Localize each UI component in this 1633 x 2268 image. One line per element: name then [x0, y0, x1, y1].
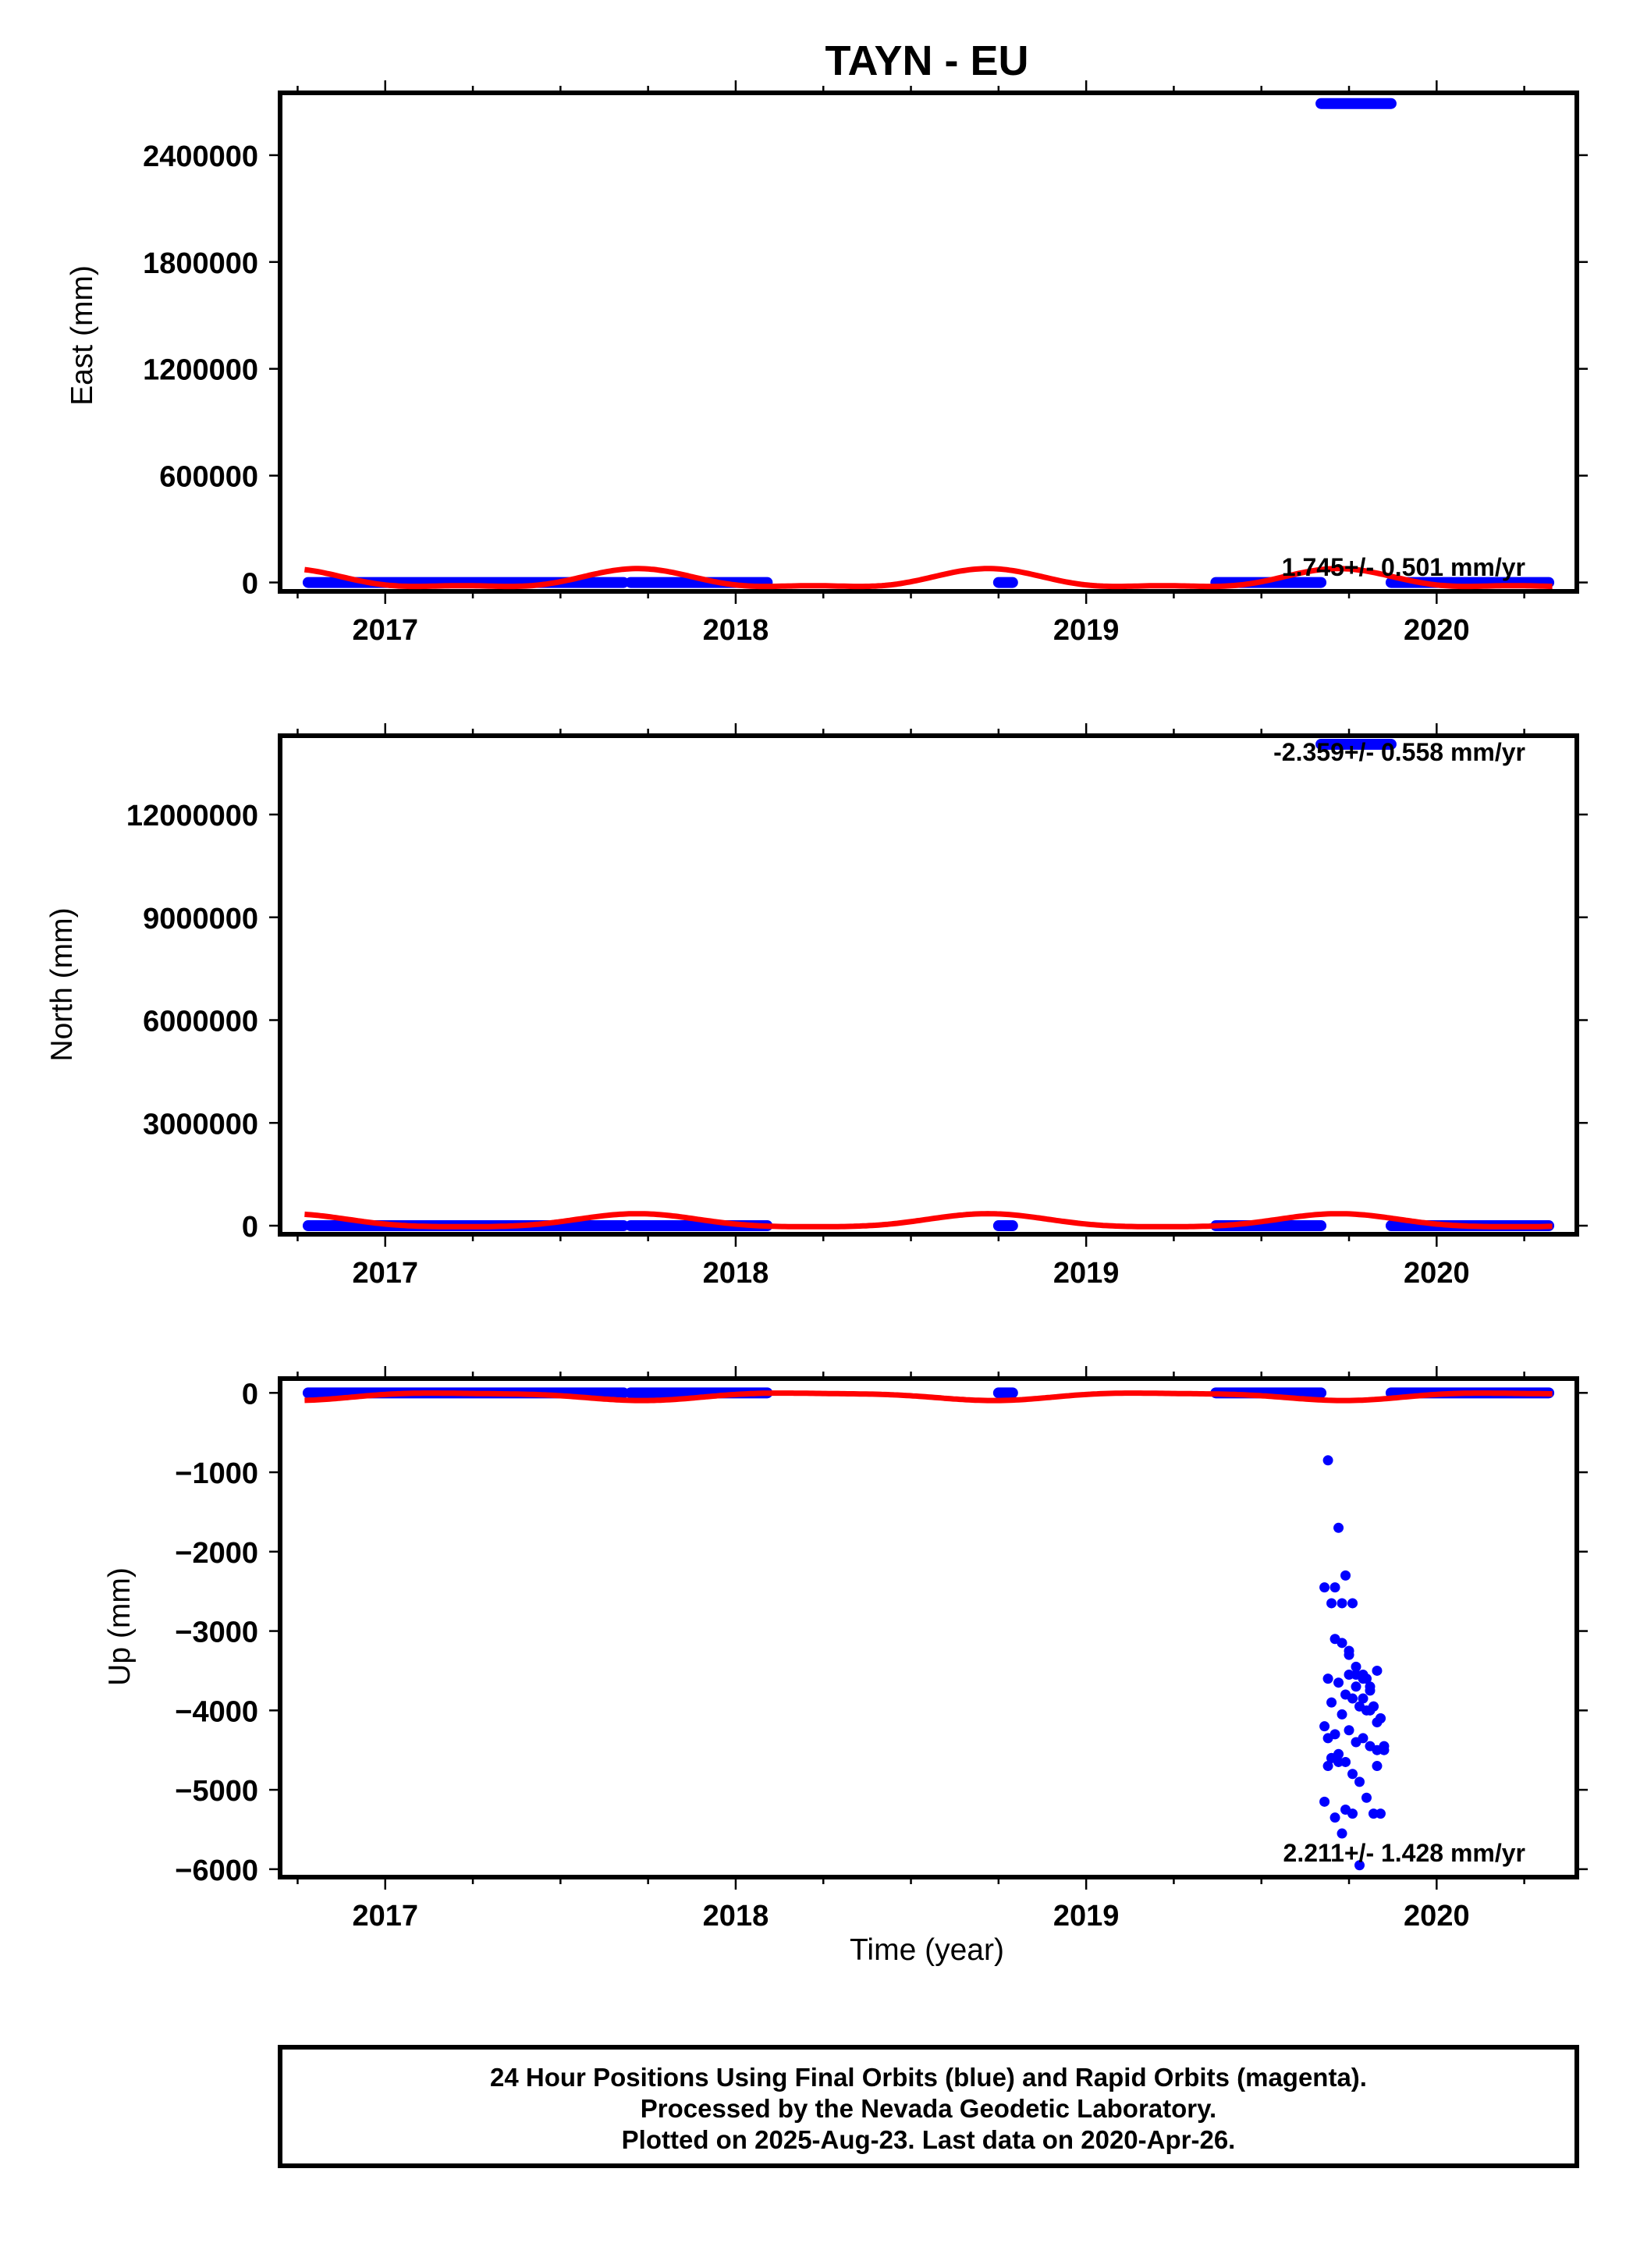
up-outlier-point: [1322, 1733, 1333, 1744]
east-panel: 0 600000 1200000 1800000 2400000 2017 2018 2019…: [66, 80, 1588, 647]
up-x-tick-label: 2020: [1404, 1900, 1470, 1933]
up-outlier-point: [1322, 1455, 1333, 1466]
up-y-tick-label: −1000: [175, 1457, 258, 1490]
up-outlier-point: [1375, 1808, 1386, 1819]
north-panel: 0 3000000 6000000 9000000 12000000 2017 2018 20…: [45, 723, 1588, 1290]
up-outlier-point: [1351, 1681, 1361, 1692]
north-x-tick-label: 2018: [703, 1257, 769, 1290]
north-y-tick-label: 6000000: [143, 1006, 258, 1038]
east-y-tick-label: 1200000: [143, 354, 258, 387]
footer-line-3: Plotted on 2025-Aug-23. Last data on 202…: [622, 2125, 1236, 2154]
up-x-tick-label: 2019: [1053, 1900, 1120, 1933]
up-panel: 0 −1000 −2000 −3000 −4000 −5000 −6000 2017 2018 2…: [103, 1366, 1588, 1933]
up-outlier-point: [1361, 1792, 1372, 1803]
up-outlier-point: [1333, 1756, 1344, 1767]
footer-line-1: 24 Hour Positions Using Final Orbits (bl…: [490, 2063, 1367, 2092]
up-outlier-point: [1337, 1828, 1347, 1839]
up-outlier-point: [1326, 1697, 1337, 1708]
up-outlier-point: [1372, 1744, 1383, 1755]
up-plot-frame: [278, 1376, 1579, 1879]
up-outlier-point: [1322, 1761, 1333, 1772]
up-y-tick-label: −4000: [175, 1695, 258, 1728]
up-outlier-point: [1372, 1665, 1383, 1676]
up-x-tick-label: 2018: [703, 1900, 769, 1933]
up-outlier-point: [1375, 1713, 1386, 1723]
up-outlier-point: [1326, 1598, 1337, 1609]
north-model-curve: [304, 1211, 1553, 1230]
up-outlier-point: [1347, 1769, 1358, 1780]
east-y-axis-label: East (mm): [66, 265, 99, 406]
up-outlier-point: [1358, 1693, 1369, 1704]
up-outlier-point: [1347, 1598, 1358, 1609]
up-outlier-point: [1358, 1733, 1369, 1744]
x-axis-label: Time (year): [850, 1933, 1004, 1967]
east-model-curve: [304, 566, 1553, 590]
up-outlier-point: [1361, 1673, 1372, 1684]
east-x-tick-label: 2020: [1404, 614, 1470, 647]
up-outlier-point: [1333, 1522, 1344, 1533]
up-outlier-point: [1319, 1721, 1330, 1732]
east-y-tick-label: 2400000: [143, 140, 258, 173]
up-y-tick-label: 0: [242, 1378, 258, 1411]
up-y-tick-label: −3000: [175, 1617, 258, 1649]
up-outlier-point: [1365, 1705, 1376, 1716]
up-outlier-point: [1347, 1693, 1358, 1704]
up-rate-label: 2.211+/- 1.428 mm/yr: [1283, 1839, 1525, 1867]
up-outlier-point: [1319, 1582, 1330, 1593]
up-outlier-point: [1329, 1812, 1340, 1823]
east-y-tick-label: 600000: [159, 461, 258, 494]
up-outlier-point: [1365, 1685, 1376, 1696]
north-rate-label: -2.359+/- 0.558 mm/yr: [1273, 738, 1525, 766]
up-outlier-point: [1329, 1582, 1340, 1593]
north-y-tick-label: 3000000: [143, 1108, 258, 1141]
up-outlier-point: [1333, 1677, 1344, 1688]
footer-line-2: Processed by the Nevada Geodetic Laborat…: [641, 2094, 1216, 2123]
up-model-curve: [304, 1390, 1553, 1404]
up-outlier-point: [1344, 1670, 1354, 1681]
east-y-tick-label: 0: [242, 568, 258, 601]
up-outlier-point: [1340, 1570, 1351, 1581]
east-rate-label: 1.745+/- 0.501 mm/yr: [1282, 553, 1525, 581]
up-outlier-point: [1319, 1796, 1330, 1807]
up-outlier-point: [1354, 1860, 1365, 1871]
north-y-tick-label: 0: [242, 1211, 258, 1244]
up-outlier-point: [1337, 1598, 1347, 1609]
up-outlier-point: [1344, 1649, 1354, 1660]
up-x-tick-label: 2017: [352, 1900, 418, 1933]
up-y-axis-label: Up (mm): [103, 1567, 137, 1686]
up-outlier-point: [1340, 1756, 1351, 1767]
up-outlier-point: [1322, 1673, 1333, 1684]
east-y-tick-label: 1800000: [143, 247, 258, 280]
east-plot-frame: [278, 91, 1579, 594]
up-outlier-point: [1351, 1661, 1361, 1672]
north-x-tick-label: 2017: [352, 1257, 418, 1290]
up-outlier-point: [1337, 1709, 1347, 1720]
up-outlier-point: [1337, 1638, 1347, 1649]
up-outlier-point: [1372, 1761, 1383, 1772]
up-y-tick-label: −2000: [175, 1537, 258, 1570]
east-x-tick-label: 2017: [352, 614, 418, 647]
east-x-tick-label: 2019: [1053, 614, 1120, 647]
north-x-tick-label: 2019: [1053, 1257, 1120, 1290]
north-y-tick-label: 12000000: [126, 800, 258, 832]
footer-box: [278, 2045, 1579, 2168]
chart-title: TAYN - EU: [825, 37, 1028, 84]
up-y-tick-label: −5000: [175, 1775, 258, 1808]
north-x-tick-label: 2020: [1404, 1257, 1470, 1290]
up-outlier-point: [1354, 1776, 1365, 1787]
east-x-tick-label: 2018: [703, 614, 769, 647]
north-y-axis-label: North (mm): [45, 907, 79, 1061]
up-outlier-point: [1344, 1725, 1354, 1736]
up-y-tick-label: −6000: [175, 1855, 258, 1887]
north-y-tick-label: 9000000: [143, 903, 258, 935]
up-outlier-point: [1347, 1808, 1358, 1819]
up-outlier-point: [1368, 1808, 1379, 1819]
north-plot-frame: [278, 733, 1579, 1237]
